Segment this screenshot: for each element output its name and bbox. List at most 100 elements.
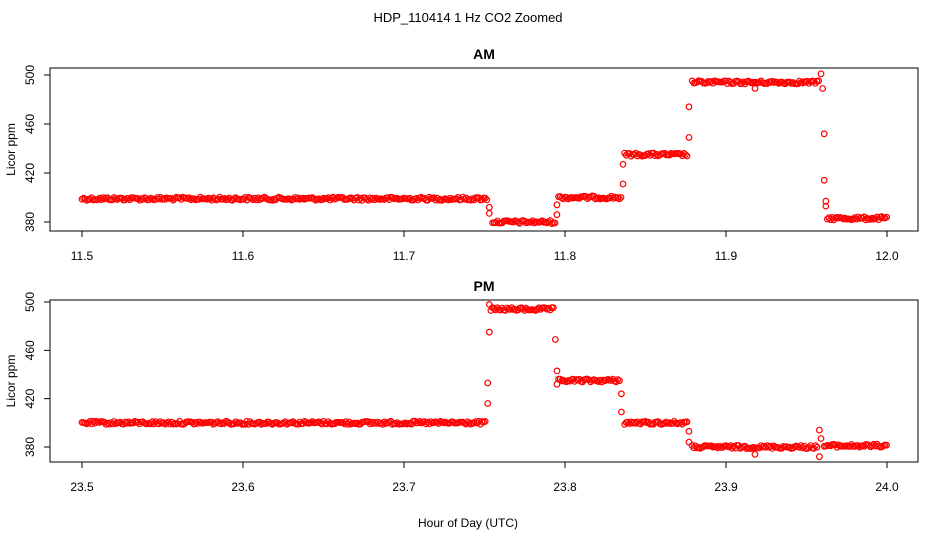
figure-title: HDP_110414 1 Hz CO2 Zoomed xyxy=(373,10,562,25)
data-point xyxy=(145,196,153,204)
data-point xyxy=(530,219,538,227)
data-point xyxy=(176,194,184,202)
x-tick-label: 11.7 xyxy=(393,249,416,263)
data-point xyxy=(851,214,858,222)
x-tick-label: 23.8 xyxy=(553,480,577,494)
data-point xyxy=(485,209,493,217)
data-point xyxy=(685,134,693,141)
data-point xyxy=(392,420,400,428)
data-point xyxy=(427,418,435,426)
data-point xyxy=(812,442,819,450)
data-point xyxy=(762,444,770,451)
data-point xyxy=(506,306,514,313)
x-tick-label: 23.5 xyxy=(70,480,94,494)
data-point xyxy=(805,444,813,451)
data-point xyxy=(166,420,174,428)
data-point xyxy=(155,195,163,203)
data-point xyxy=(424,418,432,426)
data-point xyxy=(273,419,281,427)
data-point xyxy=(682,151,689,159)
data-point xyxy=(411,417,419,425)
data-point xyxy=(527,218,535,226)
data-point xyxy=(634,152,641,160)
data-point xyxy=(485,328,493,336)
data-point xyxy=(481,418,489,425)
data-point xyxy=(768,77,776,85)
data-point xyxy=(553,201,561,209)
data-point xyxy=(254,194,262,202)
data-point xyxy=(481,194,489,202)
data-point xyxy=(510,218,517,226)
data-point xyxy=(214,195,222,203)
data-point xyxy=(377,419,385,427)
data-point xyxy=(296,418,304,426)
am-panel-title: AM xyxy=(473,46,495,62)
data-point xyxy=(616,195,623,203)
data-point xyxy=(708,78,715,85)
x-tick-label: 11.6 xyxy=(232,249,255,263)
am-panel: AM Licor ppm 11.5 11.6 11.7 11.8 11.9 12.0 380 42… xyxy=(4,46,919,263)
data-point xyxy=(461,195,468,203)
data-point xyxy=(860,442,868,450)
data-point xyxy=(725,443,733,451)
data-point xyxy=(619,180,627,188)
pm-panel: PM Licor ppm 23.5 23.6 23.7 23.8 23.9 24.0 380 42… xyxy=(4,278,919,494)
data-point xyxy=(446,194,454,202)
data-point xyxy=(854,213,862,221)
data-point xyxy=(432,196,440,204)
data-point xyxy=(618,390,625,398)
data-point xyxy=(677,150,684,158)
data-point xyxy=(485,203,493,211)
data-point xyxy=(446,419,454,427)
data-point xyxy=(188,419,196,426)
data-point xyxy=(134,195,142,203)
data-point xyxy=(551,336,559,343)
data-point xyxy=(134,418,142,426)
data-point xyxy=(630,150,638,158)
data-point xyxy=(142,195,150,202)
data-point xyxy=(846,442,854,450)
data-point xyxy=(560,195,567,203)
data-point xyxy=(123,419,131,427)
data-point xyxy=(816,453,823,461)
data-point xyxy=(553,367,561,375)
data-point xyxy=(609,194,617,202)
data-point xyxy=(683,418,691,426)
data-point xyxy=(160,419,168,427)
pm-data-points xyxy=(78,301,890,461)
data-point xyxy=(751,85,759,92)
data-point xyxy=(563,193,570,201)
data-point xyxy=(614,194,622,201)
y-tick-label: 460 xyxy=(23,114,37,134)
data-point xyxy=(585,376,593,384)
data-point xyxy=(883,441,890,449)
data-point xyxy=(414,419,422,427)
x-tick-label: 11.5 xyxy=(71,249,94,263)
data-point xyxy=(645,150,652,158)
data-point xyxy=(416,418,424,425)
data-point xyxy=(484,400,492,407)
data-point xyxy=(545,304,552,312)
x-tick-label: 24.0 xyxy=(875,480,899,494)
data-point xyxy=(822,197,830,205)
data-point xyxy=(492,219,500,227)
data-point xyxy=(193,420,201,427)
data-point xyxy=(413,194,420,202)
y-tick-label: 420 xyxy=(23,163,37,183)
data-point xyxy=(799,444,806,452)
data-point xyxy=(816,426,823,434)
data-point xyxy=(86,195,94,203)
data-point xyxy=(817,70,825,78)
data-point xyxy=(872,442,879,450)
am-data-points xyxy=(78,70,890,228)
data-point xyxy=(371,196,379,204)
data-point xyxy=(700,443,707,451)
data-point xyxy=(329,193,337,201)
data-point xyxy=(819,85,826,92)
data-point xyxy=(683,152,691,160)
data-point xyxy=(637,151,644,159)
data-point xyxy=(259,195,267,202)
data-point xyxy=(677,419,684,427)
y-tick-label: 380 xyxy=(23,437,37,457)
